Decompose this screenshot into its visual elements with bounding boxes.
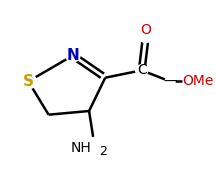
Circle shape	[136, 65, 148, 76]
Text: O: O	[140, 23, 151, 37]
Circle shape	[66, 49, 80, 62]
Text: N: N	[66, 48, 79, 63]
Text: —: —	[163, 74, 177, 88]
Text: OMe: OMe	[182, 74, 214, 88]
Circle shape	[20, 74, 36, 89]
Text: S: S	[23, 74, 34, 89]
Circle shape	[140, 31, 152, 43]
Text: 2: 2	[99, 145, 107, 158]
Circle shape	[165, 77, 175, 86]
Text: C: C	[137, 63, 147, 77]
Text: NH: NH	[70, 141, 91, 155]
